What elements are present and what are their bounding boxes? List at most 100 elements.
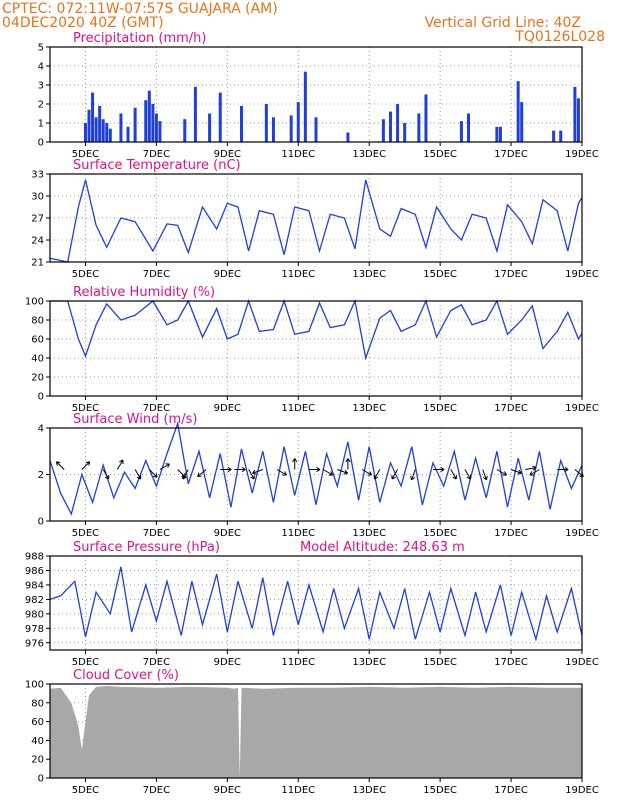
header-date: 04DEC2020 40Z (GMT): [2, 15, 164, 31]
wind-arrow: [433, 466, 445, 473]
y-tick-label: 24: [31, 236, 44, 247]
precip-bar: [101, 119, 105, 142]
y-tick-label: 60: [31, 717, 44, 728]
precip-bar: [520, 102, 524, 142]
precip-bar: [396, 104, 400, 142]
x-tick-label: 13DEC: [352, 657, 386, 668]
precip-bar: [87, 109, 91, 142]
x-tick-label: 17DEC: [494, 785, 528, 796]
y-tick-label: 0: [38, 138, 44, 149]
precip-bar: [151, 104, 155, 142]
y-tick-label: 982: [25, 595, 44, 606]
y-tick-label: 60: [31, 335, 44, 346]
x-tick-label: 19DEC: [565, 149, 599, 160]
x-tick-label: 11DEC: [281, 657, 315, 668]
y-tick-label: 980: [25, 609, 44, 620]
series-line: [50, 298, 583, 361]
x-tick-label: 15DEC: [423, 149, 457, 160]
x-tick-label: 7DEC: [143, 269, 170, 280]
panel-title: Surface Pressure (hPa): [73, 540, 220, 555]
precip-bar: [119, 113, 123, 142]
x-tick-label: 7DEC: [143, 785, 170, 796]
precip-bar: [91, 92, 95, 142]
wind-arrow: [410, 469, 416, 481]
y-tick-label: 27: [31, 214, 44, 225]
panel-3: 0 2 4 5DEC 7DEC 9DEC 11DEC 13DEC 15DEC 17DEC 19DEC…: [38, 412, 599, 539]
precip-bar: [147, 90, 151, 142]
y-tick-label: 984: [25, 580, 44, 591]
wind-arrow: [337, 469, 349, 475]
x-tick-label: 19DEC: [565, 403, 599, 414]
precip-bar: [133, 107, 137, 142]
wind-arrow: [159, 463, 170, 470]
x-tick-label: 9DEC: [214, 785, 241, 796]
x-tick-label: 19DEC: [565, 785, 599, 796]
header-grid-note: Vertical Grid Line: 40Z: [424, 15, 581, 31]
x-tick-label: 17DEC: [494, 403, 528, 414]
x-tick-label: 13DEC: [352, 269, 386, 280]
x-tick-label: 9DEC: [214, 269, 241, 280]
cloud-area: [50, 685, 582, 778]
panel-annotation: Model Altitude: 248.63 m: [300, 540, 465, 555]
x-tick-label: 15DEC: [423, 528, 457, 539]
wind-arrow: [496, 469, 507, 476]
precip-bar: [193, 86, 197, 142]
x-tick-label: 17DEC: [494, 149, 528, 160]
y-tick-label: 0: [38, 517, 44, 528]
y-tick-label: 4: [38, 62, 44, 73]
wind-arrow: [248, 469, 255, 480]
y-tick-label: 1: [38, 119, 44, 130]
x-tick-label: 15DEC: [423, 785, 457, 796]
y-tick-label: 20: [31, 373, 44, 384]
plot-frame: [49, 300, 583, 397]
wind-arrow: [252, 469, 263, 475]
series-line: [49, 566, 583, 642]
wind-arrow: [55, 461, 65, 470]
x-tick-label: 17DEC: [494, 269, 528, 280]
x-tick-label: 13DEC: [352, 528, 386, 539]
x-tick-label: 5DEC: [72, 785, 99, 796]
x-tick-label: 13DEC: [352, 403, 386, 414]
precip-bar: [183, 119, 187, 142]
precip-bar: [271, 117, 275, 142]
precip-bar: [576, 98, 580, 142]
plot-frame: [49, 555, 583, 651]
y-tick-label: 2: [38, 100, 44, 111]
y-tick-label: 0: [38, 774, 44, 785]
panel-1: 21 24 27 30 33 5DEC 7DEC 9DEC 11DEC 13DEC 15DEC 17D…: [31, 158, 599, 280]
precip-bar: [314, 117, 318, 142]
y-tick-label: 3: [38, 81, 44, 92]
precip-bar: [459, 121, 463, 142]
series-line: [49, 420, 583, 516]
wind-arrow: [525, 465, 537, 471]
series-line: [49, 179, 583, 263]
wind-arrow: [482, 469, 488, 481]
precip-bar: [264, 104, 268, 142]
y-tick-label: 100: [25, 680, 44, 691]
x-tick-label: 19DEC: [565, 528, 599, 539]
precip-bar: [83, 123, 87, 142]
x-tick-label: 9DEC: [214, 403, 241, 414]
y-tick-label: 40: [31, 736, 44, 747]
header-station: CPTEC: 072:11W-07:57S GUAJARA (AM): [2, 1, 278, 17]
wind-arrow: [345, 458, 351, 470]
precip-bar: [98, 105, 102, 142]
wind-arrow: [220, 466, 232, 473]
y-tick-label: 33: [31, 170, 44, 181]
precip-bar: [105, 123, 109, 142]
panel-2: 0 20 40 60 80 100 5DEC 7DEC 9DEC 11DEC 13DEC 15DEC 1…: [25, 285, 599, 414]
y-tick-label: 976: [25, 638, 44, 649]
x-tick-label: 11DEC: [281, 269, 315, 280]
wind-arrow: [450, 469, 457, 480]
precip-bar: [154, 113, 158, 142]
x-tick-label: 19DEC: [565, 657, 599, 668]
wind-arrow: [102, 469, 110, 480]
wind-arrow: [529, 469, 540, 476]
precip-bar: [158, 121, 162, 142]
precip-bar: [552, 130, 556, 142]
wind-arrow: [373, 469, 381, 480]
y-tick-label: 100: [25, 297, 44, 308]
precip-bar: [381, 119, 385, 142]
panel-0: 0 1 2 3 4 5 5DEC 7DEC 9DEC 11DEC 13DEC 15DEC 17DEC 19…: [38, 31, 599, 160]
precip-bar: [388, 111, 392, 142]
